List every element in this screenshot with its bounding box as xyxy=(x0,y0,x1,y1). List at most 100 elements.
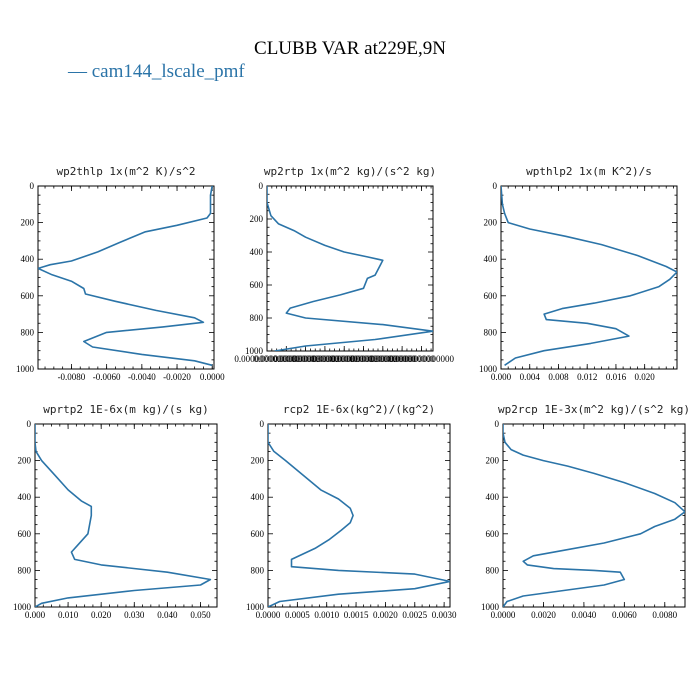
x-tick-label: 0.0010 xyxy=(314,610,339,620)
x-tick-label: 0.000 xyxy=(25,610,46,620)
y-tick-label: 1000 xyxy=(16,364,35,374)
y-tick-label: 1000 xyxy=(246,602,265,612)
x-tick-label: 0.040 xyxy=(157,610,178,620)
x-tick-label: 0.0025 xyxy=(402,610,427,620)
chart-panel: wp2rtp 1x(m^2 kg)/(s^2 kg)0 200 400 600 800 1… xyxy=(234,165,454,364)
y-tick-label: 0 xyxy=(260,419,265,429)
x-tick-label: 0.000 xyxy=(491,372,512,382)
panel-title: wprtp2 1E-6x(m kg)/(s kg) xyxy=(43,403,209,416)
x-tick-label: 0.0060 xyxy=(612,610,637,620)
x-tick-label: 0.0080 xyxy=(652,610,677,620)
y-tick-label: 0 xyxy=(493,181,498,191)
x-tick-label: 0.0000000000000 xyxy=(312,354,378,364)
series-line xyxy=(503,424,685,607)
x-tick-label: 0.0000000000000 xyxy=(254,354,320,364)
x-tick-label: 0.020 xyxy=(91,610,112,620)
y-tick-label: 1000 xyxy=(481,602,500,612)
chart-panel: rcp2 1E-6x(kg^2)/(kg^2) 0 200 400 600 800 1000… xyxy=(246,403,457,620)
chart-panel: wpthlp2 1x(m K^2)/s020040060080010000.00… xyxy=(479,165,678,382)
y-tick-label: 1000 xyxy=(245,346,264,356)
y-tick-label: 600 xyxy=(250,280,264,290)
y-tick-label: 800 xyxy=(486,565,500,575)
plot-frame xyxy=(502,423,686,608)
series-line xyxy=(35,424,212,607)
x-tick-label: 0.0000000000000 xyxy=(234,354,300,364)
panel-title: wpthlp2 1x(m K^2)/s xyxy=(526,165,652,178)
x-tick-label: 0.0020 xyxy=(373,610,398,620)
chart-panel: wp2thlp 1x(m^2 K)/s^2 0 200 400 600 800 1000 -0… xyxy=(16,165,225,382)
y-tick-label: 600 xyxy=(21,291,35,301)
plot-frame xyxy=(500,185,678,370)
figure-title: CLUBB VAR at229E,9N xyxy=(254,38,446,59)
x-tick-label: 0.016 xyxy=(606,372,627,382)
y-tick-label: 600 xyxy=(486,529,500,539)
series-line xyxy=(501,186,677,366)
y-tick-label: 200 xyxy=(486,456,500,466)
panel-grid: wp2thlp 1x(m^2 K)/s^2 0 200 400 600 800 1000 -0… xyxy=(13,165,690,620)
plot-frame xyxy=(267,423,451,608)
panel-title: wp2thlp 1x(m^2 K)/s^2 xyxy=(56,165,195,178)
y-tick-label: 800 xyxy=(484,327,498,337)
y-tick-label: 200 xyxy=(484,218,498,228)
x-tick-label: 0.0000 xyxy=(200,372,225,382)
series-line xyxy=(267,186,433,351)
x-tick-label: 0.020 xyxy=(635,372,656,382)
y-tick-label: 800 xyxy=(250,313,264,323)
plot-frame xyxy=(266,185,434,352)
chart-panel: wprtp2 1E-6x(m kg)/(s kg) 0 200 400 600 800 10… xyxy=(13,403,218,620)
x-tick-label: 0.0000000000000 xyxy=(292,354,358,364)
y-tick-label: 0 xyxy=(495,419,500,429)
x-tick-label: 0.004 xyxy=(520,372,541,382)
y-tick-label: 0 xyxy=(30,181,35,191)
y-tick-label: 800 xyxy=(21,327,35,337)
x-tick-label: 0.030 xyxy=(124,610,145,620)
x-tick-label: -0.0020 xyxy=(163,372,191,382)
x-tick-label: 0.0020 xyxy=(531,610,556,620)
x-tick-label: 0.0000000000000 xyxy=(350,354,416,364)
x-tick-label: 0.0015 xyxy=(344,610,369,620)
x-tick-label: 0.008 xyxy=(548,372,569,382)
x-tick-label: 0.0000000000000 xyxy=(369,354,435,364)
x-tick-label: 0.012 xyxy=(577,372,597,382)
y-tick-label: 1000 xyxy=(479,364,498,374)
y-tick-label: 200 xyxy=(251,456,265,466)
x-tick-label: -0.0040 xyxy=(128,372,156,382)
x-tick-label: 0.050 xyxy=(190,610,211,620)
y-tick-label: 200 xyxy=(18,456,32,466)
x-tick-label: 0.0030 xyxy=(432,610,457,620)
x-tick-label: 0.0000000000000 xyxy=(331,354,397,364)
y-tick-label: 200 xyxy=(250,214,264,224)
x-tick-label: 0.0000000000000 xyxy=(273,354,339,364)
x-tick-label: 0.0040 xyxy=(572,610,597,620)
series-line xyxy=(38,186,213,367)
y-tick-label: 400 xyxy=(251,492,265,502)
legend-entry: — cam144_lscale_pmf xyxy=(67,61,245,82)
series-line xyxy=(268,424,450,607)
y-tick-label: 400 xyxy=(250,247,264,257)
plot-frame xyxy=(37,185,215,370)
y-tick-label: 0 xyxy=(259,181,264,191)
y-tick-label: 1000 xyxy=(13,602,32,612)
y-tick-label: 200 xyxy=(21,218,35,228)
plot-frame xyxy=(34,423,218,608)
x-tick-label: 0.0000000000000 xyxy=(389,354,455,364)
y-tick-label: 600 xyxy=(18,529,32,539)
y-tick-label: 400 xyxy=(21,254,35,264)
x-tick-label: 0.0000 xyxy=(491,610,516,620)
y-tick-label: 800 xyxy=(251,565,265,575)
x-tick-label: 0.0000 xyxy=(256,610,281,620)
y-tick-label: 0 xyxy=(27,419,32,429)
panel-title: wp2rtp 1x(m^2 kg)/(s^2 kg) xyxy=(264,165,436,178)
y-tick-label: 800 xyxy=(18,565,32,575)
chart-panel: wp2rcp 1E-3x(m^2 kg)/(s^2 kg) 0 200 400 600 8… xyxy=(481,403,690,620)
y-tick-label: 400 xyxy=(486,492,500,502)
x-tick-label: -0.0080 xyxy=(58,372,86,382)
x-tick-label: 0.0005 xyxy=(285,610,310,620)
y-tick-label: 400 xyxy=(18,492,32,502)
x-tick-label: 0.010 xyxy=(58,610,79,620)
y-tick-label: 600 xyxy=(484,291,498,301)
panel-title: wp2rcp 1E-3x(m^2 kg)/(s^2 kg) xyxy=(498,403,690,416)
y-tick-label: 600 xyxy=(251,529,265,539)
panel-title: rcp2 1E-6x(kg^2)/(kg^2) xyxy=(283,403,435,416)
